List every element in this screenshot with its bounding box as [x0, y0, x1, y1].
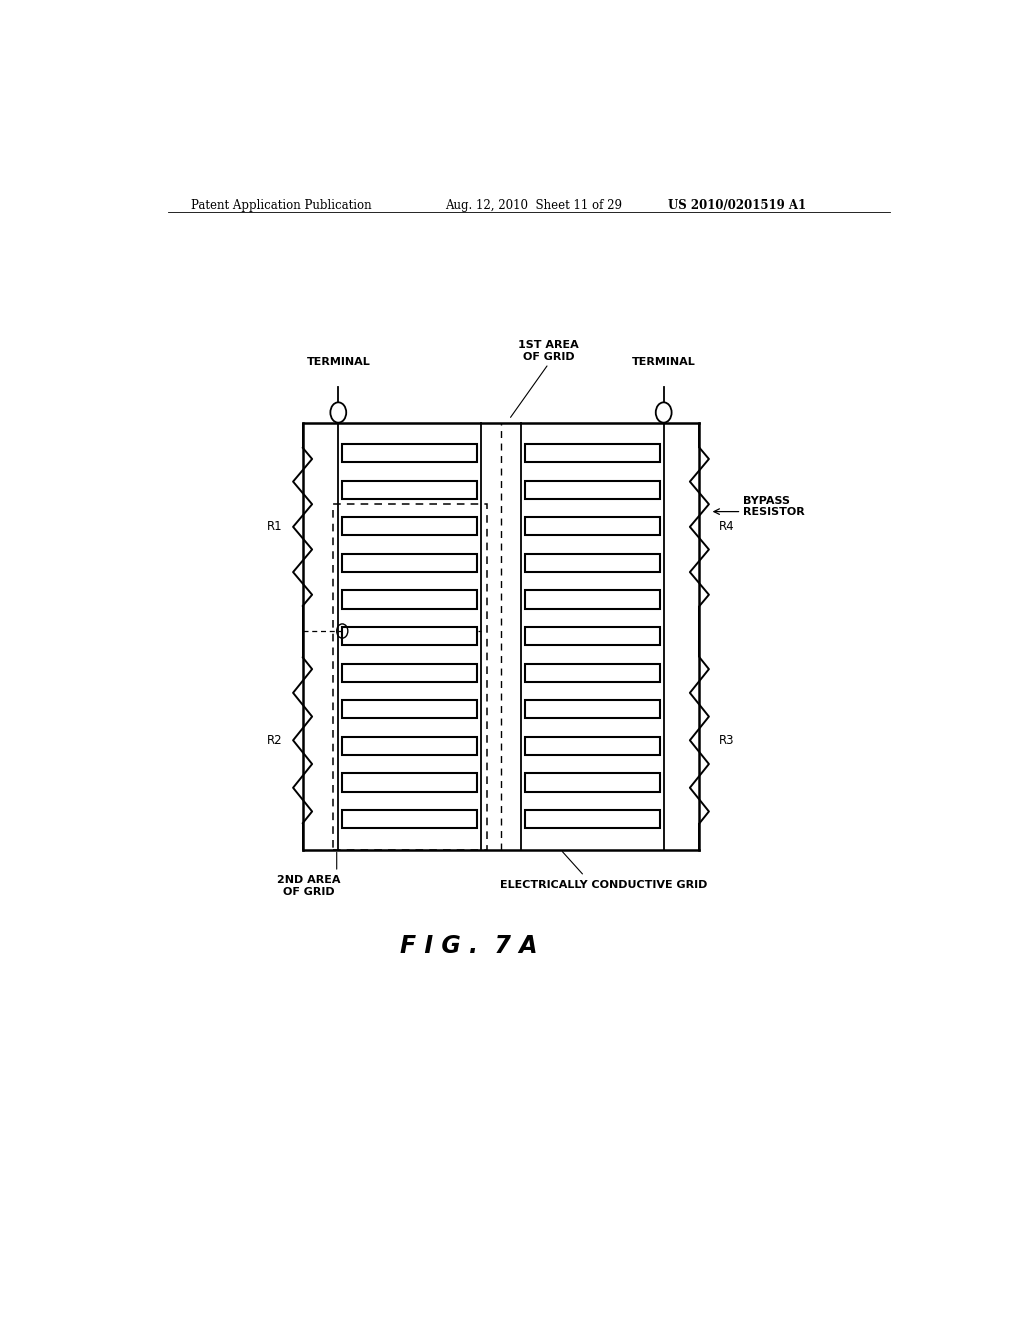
Bar: [342, 700, 477, 718]
Text: US 2010/0201519 A1: US 2010/0201519 A1: [668, 198, 806, 211]
Bar: [342, 590, 477, 609]
Bar: [524, 810, 659, 828]
Bar: [524, 444, 659, 462]
Bar: [524, 480, 659, 499]
Text: Patent Application Publication: Patent Application Publication: [191, 198, 372, 211]
Text: R3: R3: [719, 734, 735, 747]
Bar: [342, 480, 477, 499]
Bar: [524, 627, 659, 645]
Bar: [524, 700, 659, 718]
Text: R2: R2: [267, 734, 283, 747]
Bar: [342, 517, 477, 536]
Bar: [342, 774, 477, 792]
Bar: [342, 554, 477, 572]
Bar: [342, 737, 477, 755]
Text: F I G .  7 A: F I G . 7 A: [400, 935, 538, 958]
Bar: [342, 444, 477, 462]
Text: BYPASS
RESISTOR: BYPASS RESISTOR: [743, 496, 805, 517]
Text: ELECTRICALLY CONDUCTIVE GRID: ELECTRICALLY CONDUCTIVE GRID: [501, 880, 708, 890]
Text: R4: R4: [719, 520, 735, 533]
Text: 1ST AREA
OF GRID: 1ST AREA OF GRID: [518, 341, 579, 362]
Bar: [524, 517, 659, 536]
Bar: [524, 664, 659, 682]
Bar: [342, 627, 477, 645]
Text: Aug. 12, 2010  Sheet 11 of 29: Aug. 12, 2010 Sheet 11 of 29: [445, 198, 623, 211]
Text: TERMINAL: TERMINAL: [306, 356, 371, 367]
Text: TERMINAL: TERMINAL: [632, 356, 695, 367]
Bar: [342, 810, 477, 828]
Bar: [524, 774, 659, 792]
Text: 2ND AREA
OF GRID: 2ND AREA OF GRID: [278, 875, 341, 896]
Text: R1: R1: [267, 520, 283, 533]
Bar: [342, 664, 477, 682]
Bar: [524, 737, 659, 755]
Bar: [524, 590, 659, 609]
Bar: [524, 554, 659, 572]
Bar: [333, 504, 486, 850]
